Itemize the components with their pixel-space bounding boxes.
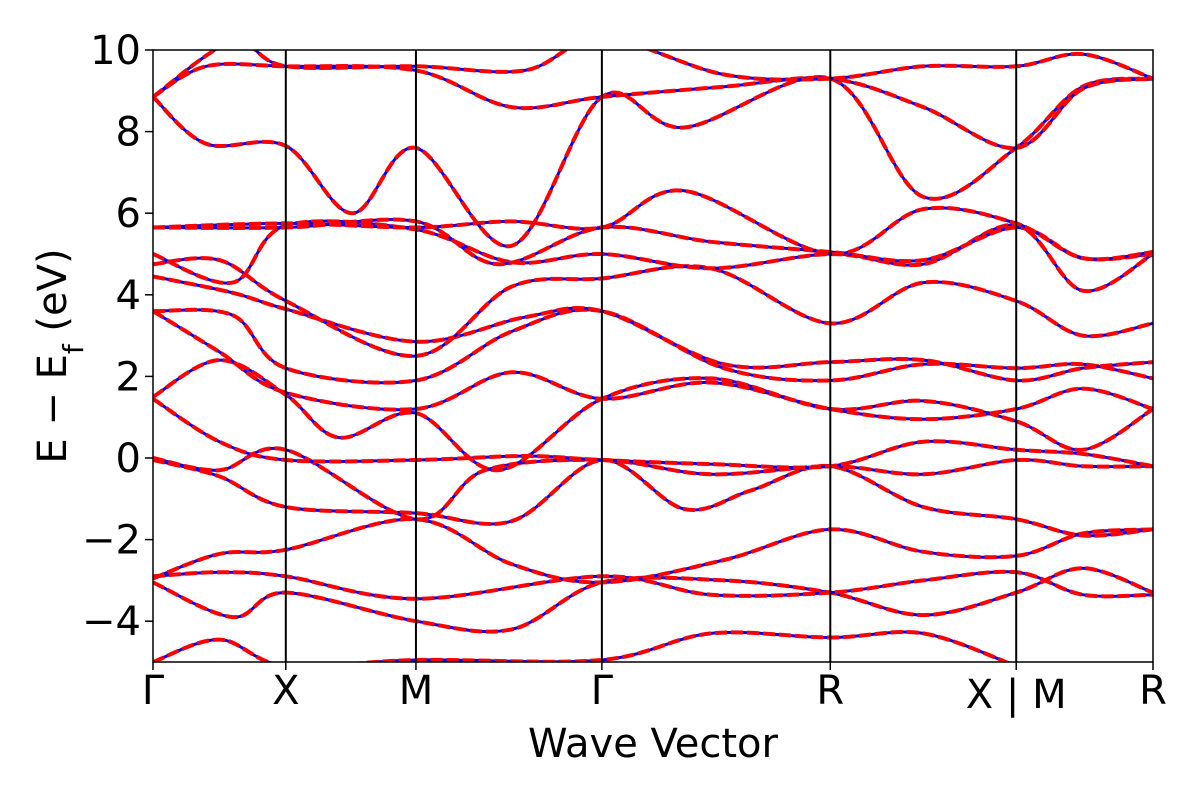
x-tick-label-4: Γ (591, 668, 614, 714)
y-tick-label-3: 0 (116, 436, 141, 482)
y-tick-label-8: 10 (90, 28, 141, 74)
band-5 (153, 457, 1153, 538)
x-tick-label-5: R (816, 668, 844, 714)
y-axis-label: E − Ef (eV) (30, 248, 90, 463)
y-axis-ticks: −4 −2 0 2 4 6 8 10 (82, 28, 153, 645)
band-8-solid-line (153, 358, 1153, 472)
y-tick-label-5: 4 (116, 273, 141, 319)
y-tick-label-1: −4 (82, 599, 141, 645)
band-11-solid-line (153, 274, 1153, 383)
kpoint-lines (284, 50, 1018, 662)
x-tick-label-2: X (272, 668, 299, 714)
y-tick-label-2: −2 (82, 518, 141, 564)
y-tick-label-7: 8 (116, 110, 141, 156)
band-17-dashed-line (153, 61, 1153, 150)
x-axis-ticks: Γ X M Γ R X | M R (142, 662, 1167, 718)
band-8 (153, 358, 1153, 473)
band-17 (153, 61, 1153, 150)
band-14-dashed-line (153, 217, 1153, 267)
plot-frame (152, 49, 1154, 663)
y-axis-label-subscript: f (57, 343, 90, 354)
band-10-solid-line (153, 308, 1153, 385)
band-12-solid-line (153, 256, 1153, 358)
band-17-solid-line (153, 62, 1153, 150)
x-tick-label-7: R (1139, 668, 1167, 714)
band-9 (153, 309, 1153, 422)
band-9-solid-line (153, 309, 1153, 421)
band-11 (153, 274, 1153, 383)
band-9-dashed-line (153, 309, 1153, 422)
band-3-dashed-line (153, 569, 1153, 601)
y-tick-label-4: 2 (116, 354, 141, 400)
y-tick-label-6: 6 (116, 191, 141, 237)
band-3 (153, 569, 1153, 601)
y-axis-label-main: E − E (30, 354, 76, 464)
x-tick-label-1: Γ (142, 668, 165, 714)
band-11-dashed-line (153, 274, 1153, 383)
band-14 (153, 217, 1153, 267)
y-axis-label-unit: (eV) (30, 248, 76, 344)
band-5-dashed-line (153, 457, 1153, 538)
band-12 (153, 256, 1153, 359)
x-tick-label-6: X | M (966, 672, 1067, 718)
band-5-solid-line (153, 458, 1153, 538)
band-8-dashed-line (153, 358, 1153, 473)
band-10 (153, 307, 1153, 385)
x-axis-label: Wave Vector (528, 721, 779, 767)
bands-layer (153, 50, 1153, 662)
x-tick-label-3: M (399, 668, 434, 714)
band-12-dashed-line (153, 256, 1153, 359)
band-18 (153, 50, 1153, 99)
band-10-dashed-line (153, 307, 1153, 385)
